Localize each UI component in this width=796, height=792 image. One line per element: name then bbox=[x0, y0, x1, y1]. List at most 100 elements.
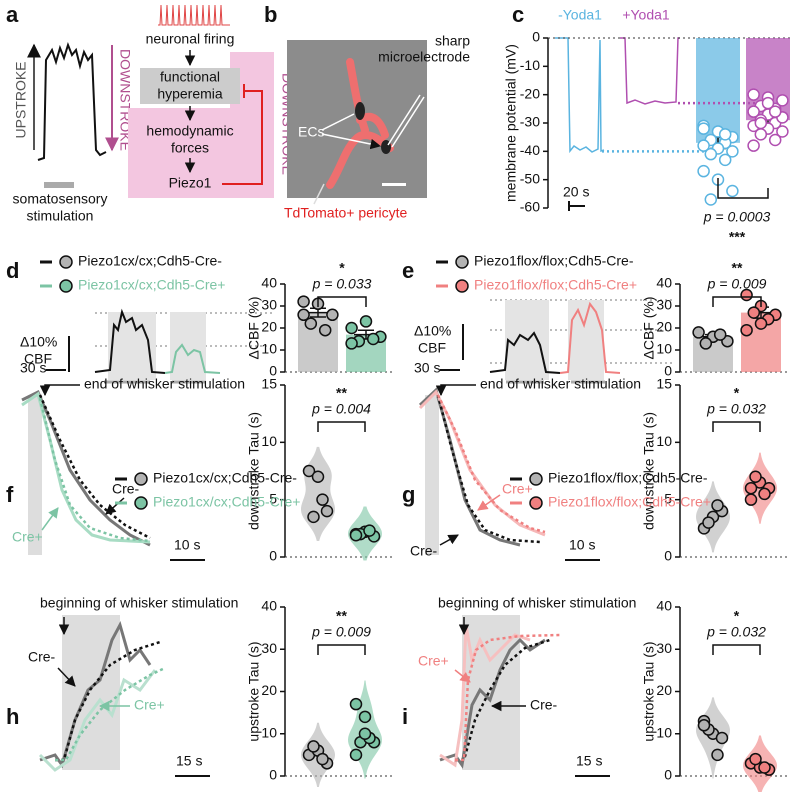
annotation: Cre- bbox=[28, 649, 56, 665]
panel-c-traces: 20 s bbox=[555, 37, 680, 211]
y-tick-label: 20 bbox=[656, 682, 672, 698]
y-tick-label: 30 bbox=[261, 297, 277, 313]
data-point bbox=[754, 116, 768, 130]
y-tick-label: 10 bbox=[261, 724, 277, 740]
flow-label: hemodynamic bbox=[146, 123, 233, 139]
data-point bbox=[697, 139, 710, 152]
legend-label: Piezo1flox/flox;Cdh5-Cre- bbox=[474, 253, 634, 269]
annotation: Cre+ bbox=[12, 529, 43, 545]
cbf-scale-label: Δ10% bbox=[414, 323, 451, 339]
time-scale bbox=[568, 201, 585, 211]
data-point bbox=[349, 528, 363, 542]
y-tick-label: 20 bbox=[261, 319, 277, 335]
violin bbox=[301, 446, 335, 541]
y-axis-label: ΔCBF (%) bbox=[641, 296, 657, 359]
arrow bbox=[39, 384, 80, 397]
y-tick-label: 40 bbox=[656, 275, 672, 291]
data-point bbox=[318, 323, 332, 337]
data-point bbox=[699, 337, 713, 350]
data-point bbox=[749, 752, 762, 766]
y-tick-label: -20 bbox=[520, 85, 540, 101]
legend-marker bbox=[59, 279, 73, 293]
significance: * bbox=[734, 608, 740, 624]
feedback-line bbox=[222, 84, 263, 185]
y-tick-label: 0 bbox=[269, 548, 277, 564]
data-point bbox=[713, 328, 727, 341]
significance: * bbox=[734, 385, 740, 401]
y-tick-label: 0 bbox=[269, 363, 277, 379]
stim-shade bbox=[425, 395, 439, 555]
fit bbox=[38, 397, 151, 543]
legend-label: +Yoda1 bbox=[622, 7, 670, 23]
chart: 0 10 20 30 40 ΔCBF (%) Piezo1cx/cx;Cdh5-Cre- Pi… bbox=[40, 253, 392, 379]
legend-label: Piezo1flox/flox;Cdh5-Cre+ bbox=[548, 494, 711, 510]
data-point bbox=[307, 510, 320, 524]
p-label: p = 0.0003 bbox=[703, 209, 771, 225]
y-axis-label: downstroke Tau (s) bbox=[246, 412, 262, 530]
data-point bbox=[758, 761, 771, 774]
cbf-scale-label: CBF bbox=[418, 340, 446, 356]
arrow bbox=[477, 494, 501, 511]
panel-label: i bbox=[402, 704, 408, 729]
electrode-label: microelectrode bbox=[378, 49, 470, 65]
data-point bbox=[302, 464, 316, 478]
stim-label: somatosensory bbox=[13, 191, 108, 207]
panel-label: g bbox=[402, 482, 415, 507]
panel-label: c bbox=[512, 2, 524, 27]
error-bar bbox=[306, 307, 330, 318]
chart: 0 5 10 15 downstroke Tau (s)Piezo1cx/cx;Cdh5… bbox=[115, 376, 395, 564]
data-point bbox=[366, 332, 380, 346]
y-tick-label: -30 bbox=[520, 114, 540, 130]
data-point bbox=[776, 125, 789, 138]
annotation: beginning of whisker stimulation bbox=[438, 595, 636, 611]
legend-marker bbox=[59, 255, 73, 269]
legend-marker bbox=[455, 255, 469, 269]
data-point bbox=[704, 147, 718, 161]
legend-label: Piezo1flox/flox;Cdh5-Cre+ bbox=[474, 277, 637, 293]
data-point bbox=[349, 748, 363, 762]
significance: ** bbox=[336, 608, 347, 624]
data-point bbox=[768, 133, 782, 147]
annotation: end of whisker stimulation bbox=[84, 376, 245, 392]
annotation: Cre- bbox=[112, 481, 140, 497]
legend-label: Piezo1flox/flox;Cdh5-Cre- bbox=[548, 470, 708, 486]
y-axis-label: upstroke Tau (s) bbox=[246, 641, 262, 741]
data-point bbox=[702, 516, 715, 529]
y-tick-label: 0 bbox=[664, 767, 672, 783]
flow-label: hyperemia bbox=[157, 86, 223, 102]
data-point bbox=[711, 499, 724, 512]
data-point bbox=[304, 317, 318, 330]
p-label: p = 0.009 bbox=[707, 276, 767, 292]
data-point bbox=[768, 105, 782, 118]
stim-shade bbox=[170, 312, 206, 380]
y-tick-label: 10 bbox=[656, 341, 672, 357]
bracket bbox=[712, 644, 761, 655]
legend-marker bbox=[529, 496, 543, 510]
data-point bbox=[345, 337, 358, 350]
annotation: Cre+ bbox=[502, 481, 533, 497]
legend-label: -Yoda1 bbox=[558, 7, 602, 23]
y-tick-label: 30 bbox=[261, 640, 277, 656]
stim-shade bbox=[28, 395, 42, 555]
chart: 0 10 20 30 40 upstroke Tau (s) p = 0.032* bbox=[641, 598, 790, 792]
p-label: p = 0.009 bbox=[311, 624, 371, 640]
chart: 0 5 10 15 downstroke Tau (s)Piezo1flox/flox;… bbox=[510, 376, 790, 564]
fit bbox=[55, 666, 166, 762]
y-tick-label: 40 bbox=[656, 598, 672, 614]
arrow bbox=[313, 183, 325, 205]
panel-label: b bbox=[264, 2, 277, 27]
p-label: p = 0.033 bbox=[312, 276, 372, 292]
bracket bbox=[317, 421, 366, 432]
ec-label: ECs bbox=[298, 124, 324, 140]
panel-hi-traces: beginning of whisker stimulation Cre- Cr… bbox=[28, 595, 636, 777]
y-tick-label: 10 bbox=[656, 433, 672, 449]
data-point bbox=[718, 153, 732, 167]
annotation: beginning of whisker stimulation bbox=[40, 595, 238, 611]
data-point bbox=[718, 128, 732, 141]
data-point bbox=[758, 487, 771, 501]
cbf-scale-label: Δ10% bbox=[20, 334, 57, 350]
significance: * bbox=[339, 260, 345, 276]
trace bbox=[439, 637, 546, 769]
